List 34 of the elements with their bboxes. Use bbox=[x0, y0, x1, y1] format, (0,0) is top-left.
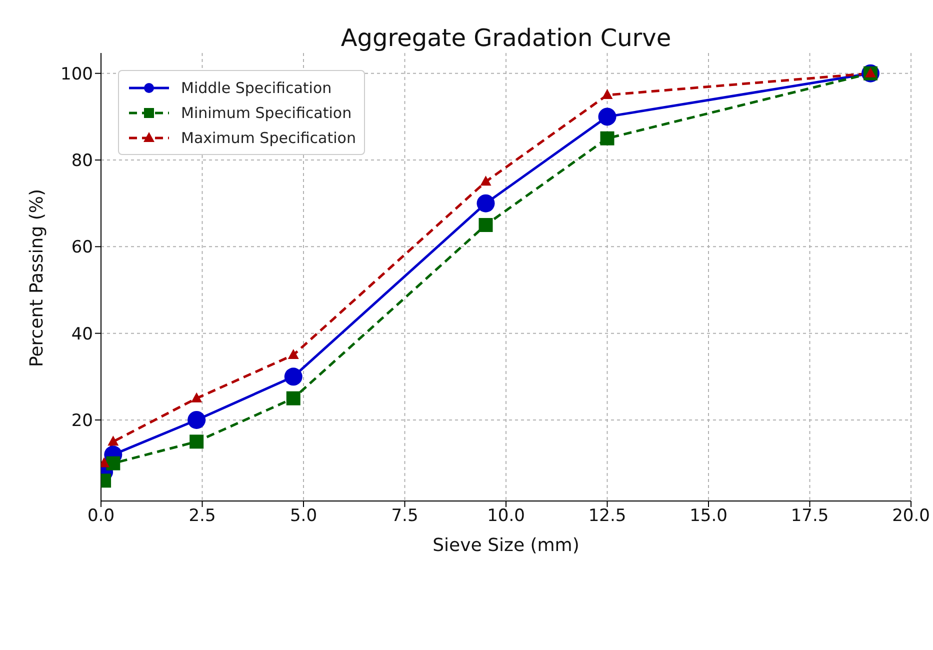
legend-label: Minimum Specification bbox=[181, 104, 352, 122]
chart-title: Aggregate Gradation Curve bbox=[340, 24, 672, 52]
point bbox=[478, 218, 493, 232]
point bbox=[602, 89, 613, 100]
point bbox=[286, 391, 300, 406]
x-tick-label: 5.0 bbox=[290, 506, 318, 526]
point bbox=[191, 392, 202, 402]
point bbox=[188, 410, 206, 429]
x-tick-label: 17.5 bbox=[790, 506, 829, 526]
point bbox=[288, 348, 299, 359]
point bbox=[480, 176, 492, 186]
point bbox=[106, 456, 120, 470]
point bbox=[108, 436, 119, 446]
x-tick-label: 15.0 bbox=[690, 506, 728, 526]
y-tick-label: 100 bbox=[60, 64, 93, 84]
x-tick-label: 7.5 bbox=[391, 506, 418, 526]
y-tick-label: 60 bbox=[71, 238, 93, 258]
y-axis-title: Percent Passing (%) bbox=[26, 189, 48, 367]
point bbox=[600, 131, 614, 146]
point bbox=[598, 108, 616, 126]
x-tick-label: 20.0 bbox=[892, 506, 930, 526]
x-tick-label: 10.0 bbox=[487, 506, 525, 526]
x-axis-title: Sieve Size (mm) bbox=[432, 535, 580, 556]
point bbox=[476, 194, 495, 212]
x-tick-label: 12.5 bbox=[588, 506, 626, 526]
point bbox=[284, 368, 302, 386]
y-tick-label: 80 bbox=[71, 151, 93, 172]
legend-label: Maximum Specification bbox=[181, 128, 356, 146]
legend-label: Middle Specification bbox=[181, 78, 332, 96]
y-tick-label: 40 bbox=[71, 324, 93, 344]
x-tick-label: 2.5 bbox=[188, 506, 216, 526]
x-tick-label: 0.0 bbox=[87, 506, 115, 526]
y-tick-label: 20 bbox=[71, 411, 93, 432]
point bbox=[190, 434, 204, 449]
